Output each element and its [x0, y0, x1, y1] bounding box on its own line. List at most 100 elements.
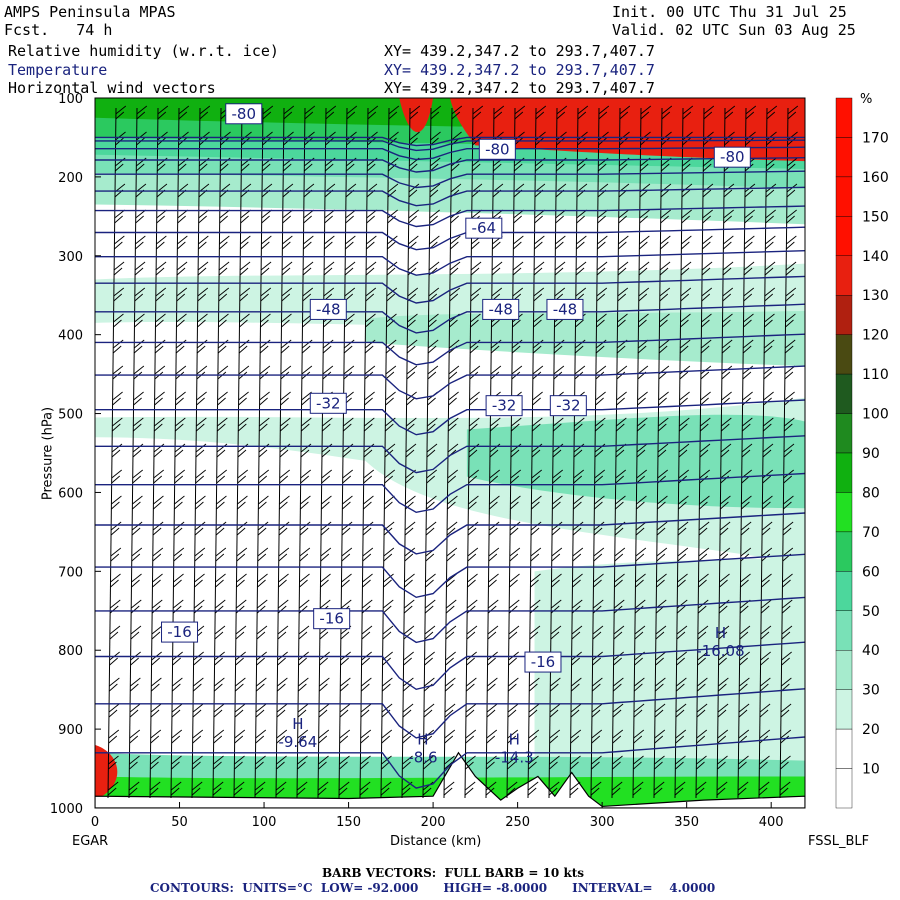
contour-label: -16: [313, 608, 351, 630]
left-endpoint-label: EGAR: [72, 834, 109, 849]
rh-shading: [95, 98, 805, 808]
svg-text:350: 350: [674, 815, 699, 830]
colorbar-swatch: [835, 334, 853, 375]
rh-band-mid: [365, 311, 805, 367]
temperature-isotherm: [95, 641, 805, 691]
colorbar-swatch: [835, 492, 853, 533]
contour-label: -32: [309, 392, 347, 414]
svg-text:50: 50: [171, 815, 188, 830]
temperature-isotherm: [95, 157, 805, 173]
svg-text:-8.6: -8.6: [408, 749, 437, 767]
svg-text:-9.64: -9.64: [278, 733, 317, 751]
contour-label: -80: [225, 103, 263, 125]
colorbar-tick-label: 80: [862, 485, 880, 501]
wind-barb-column: [296, 105, 316, 799]
svg-text:-64: -64: [472, 219, 497, 237]
colorbar-swatch: [835, 176, 853, 217]
colorbar-swatch: [835, 689, 853, 730]
field-label-rh: Relative humidity (w.r.t. ice): [8, 42, 279, 60]
colorbar-tick-label: 60: [862, 564, 880, 580]
colorbar-tick-label: 90: [862, 446, 880, 462]
colorbar-tick-label: 160: [862, 170, 889, 186]
colorbar-tick-label: 100: [862, 407, 889, 423]
svg-text:-14.3: -14.3: [495, 749, 534, 767]
svg-text:600: 600: [58, 486, 83, 501]
wind-barb-column: [212, 105, 232, 799]
colorbar-swatch: [835, 137, 853, 178]
temperature-isotherm: [95, 226, 805, 251]
svg-text:H: H: [292, 715, 303, 733]
rh-band-low: [534, 555, 805, 808]
contour-label: -80: [478, 138, 516, 160]
contour-label: -16: [524, 651, 562, 673]
wind-barb-column: [506, 105, 526, 799]
svg-text:H: H: [509, 731, 520, 749]
wind-barb-column: [443, 105, 463, 799]
contour-label: -80: [713, 146, 751, 168]
svg-text:400: 400: [58, 329, 83, 344]
wind-barb-column: [359, 105, 379, 799]
temperature-isotherm: [95, 435, 805, 474]
colorbar-tick-label: 30: [862, 683, 880, 699]
wind-barb-column: [716, 105, 736, 799]
colorbar-swatch: [835, 373, 853, 414]
contour-label: -64: [465, 217, 503, 239]
svg-text:100: 100: [58, 92, 83, 107]
plot-frame: [94, 97, 806, 809]
terrain: [95, 751, 805, 808]
colorbar-swatch: [835, 216, 853, 256]
svg-text:200: 200: [421, 815, 446, 830]
temperature-isotherm: [95, 736, 805, 789]
colorbar-tick-label: 70: [862, 525, 880, 541]
x-tick: 100: [252, 802, 277, 830]
wind-barb-column: [527, 105, 547, 799]
temperature-isotherm: [95, 250, 805, 276]
y-tick: 600: [58, 486, 101, 501]
svg-text:-16.08: -16.08: [696, 642, 744, 660]
temperature-isotherm: [95, 688, 805, 739]
svg-text:-80: -80: [232, 105, 257, 123]
y-tick: 500: [58, 408, 101, 423]
svg-text:150: 150: [336, 815, 361, 830]
temperature-isotherm: [95, 472, 805, 514]
wind-barb-column: [128, 105, 148, 799]
svg-text:300: 300: [58, 250, 83, 265]
temperature-isotherm: [95, 512, 805, 555]
y-tick: 400: [58, 329, 101, 344]
wind-barb-column: [254, 105, 274, 799]
contour-label: -48: [546, 298, 584, 320]
wind-barb-column: [107, 105, 127, 799]
field-label-temperature: Temperature: [8, 61, 108, 79]
svg-text:700: 700: [58, 565, 83, 580]
temperature-high-marker: H-8.6: [408, 731, 437, 767]
xy-range-temperature: XY= 439.2,347.2 to 293.7,407.7: [384, 61, 655, 79]
colorbar-tick-label: 130: [862, 288, 889, 304]
svg-text:-16: -16: [531, 653, 556, 671]
colorbar-swatch: [835, 531, 853, 572]
temperature-high-marker: H-14.3: [495, 731, 534, 767]
colorbar-swatch: [835, 650, 853, 690]
svg-text:400: 400: [759, 815, 784, 830]
svg-text:100: 100: [252, 815, 277, 830]
x-tick: 400: [759, 802, 784, 830]
colorbar-tick-label: 140: [862, 249, 889, 265]
y-tick: 200: [58, 171, 101, 186]
x-tick: 350: [674, 802, 699, 830]
wind-barb-column: [653, 105, 673, 799]
temperature-isotherm: [95, 170, 805, 189]
wind-barb-column: [275, 105, 295, 799]
svg-text:900: 900: [58, 723, 83, 738]
x-tick: 300: [590, 802, 615, 830]
colorbar-swatch: [835, 255, 853, 296]
wind-barb-column: [590, 105, 610, 799]
colorbar-tick-label: 10: [862, 762, 880, 778]
x-tick: 150: [336, 802, 361, 830]
barb-legend: BARB VECTORS: FULL BARB = 10 kts: [322, 866, 585, 880]
rh-band-top-red: [399, 98, 434, 133]
contour-label: -16: [161, 621, 199, 643]
wind-barbs: [107, 105, 799, 799]
y-tick: 100: [58, 92, 101, 107]
colorbar-swatch: [835, 610, 853, 651]
colorbar-tick-label: 40: [862, 643, 880, 659]
temperature-isotherm: [95, 136, 805, 147]
